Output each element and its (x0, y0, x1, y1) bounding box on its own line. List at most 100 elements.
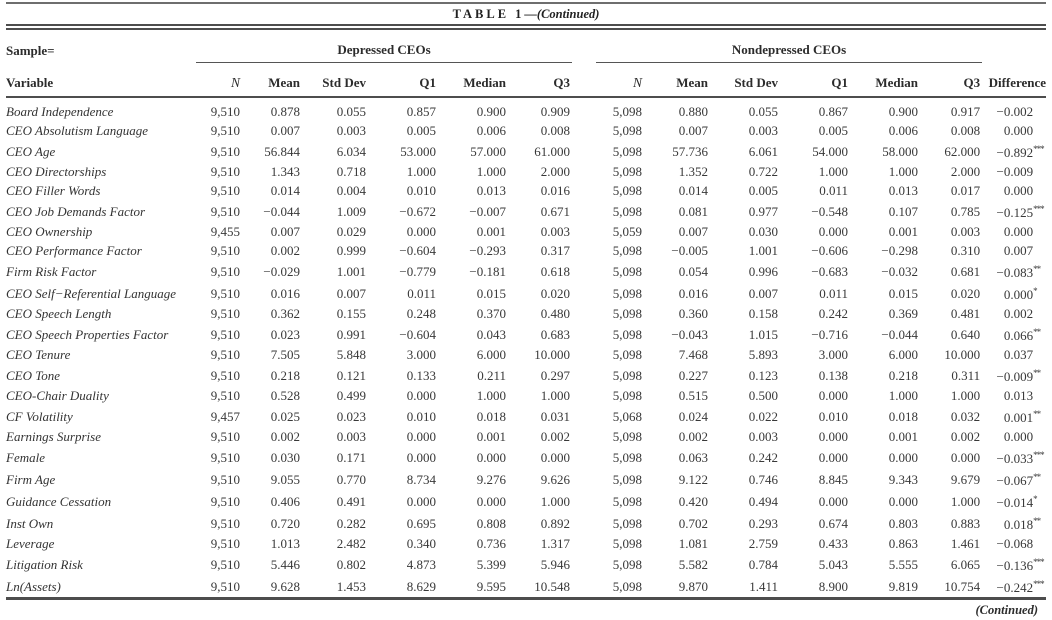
nondepressed-n: 5,098 (612, 515, 643, 531)
depressed-q1: −0.604 (399, 326, 436, 342)
column-spacer (572, 30, 596, 63)
nondepressed-median: 0.369 (888, 306, 919, 321)
nondepressed-n: 5,098 (612, 203, 643, 219)
table-row: Board Independence 9,510 0.878 0.055 0.857 0.… (6, 97, 1046, 121)
variable-name: CEO Tenure (6, 347, 71, 362)
depressed-n: 9,510 (210, 164, 240, 179)
nondepressed-n: 5,098 (612, 388, 643, 403)
nondepressed-q3: 1.000 (950, 388, 981, 403)
nondepressed-std-dev: 0.003 (748, 123, 779, 138)
table-row: CEO Speech Length 9,510 0.362 0.155 0.248 0.3… (6, 304, 1046, 323)
column-spacer (572, 446, 596, 468)
nondepressed-q1: 54.000 (812, 143, 849, 159)
col-header-n-depressed: N (196, 62, 242, 98)
depressed-q1: −0.604 (399, 243, 436, 258)
nondepressed-median: 5.555 (888, 556, 919, 572)
table-row: CEO Age 9,510 56.844 6.034 53.000 57.000 61.00… (6, 140, 1046, 162)
nondepressed-mean: 1.352 (678, 164, 709, 179)
depressed-mean: 0.030 (270, 449, 300, 465)
nondepressed-std-dev: 0.007 (748, 285, 779, 301)
depressed-median: 0.808 (476, 515, 506, 531)
column-spacer (572, 490, 596, 512)
depressed-n: 9,510 (210, 306, 240, 321)
variable-name: Inst Own (6, 515, 54, 531)
depressed-std-dev: 0.282 (336, 515, 366, 531)
depressed-q3: 0.892 (540, 515, 571, 531)
nondepressed-std-dev: 0.996 (748, 263, 779, 279)
nondepressed-q3: 0.481 (950, 306, 981, 321)
nondepressed-n: 5,068 (612, 408, 643, 424)
nondepressed-mean: 0.054 (678, 263, 709, 279)
depressed-n: 9,510 (210, 183, 240, 198)
depressed-mean: 0.362 (270, 306, 300, 321)
depressed-q1: 4.873 (406, 556, 436, 572)
nondepressed-mean: 7.468 (678, 347, 709, 362)
nondepressed-q3: 0.020 (950, 285, 981, 301)
depressed-mean: 0.025 (270, 408, 300, 424)
depressed-mean: 7.505 (270, 347, 300, 362)
column-spacer (572, 468, 596, 490)
nondepressed-q3: 1.461 (950, 536, 981, 551)
nondepressed-std-dev: 0.722 (748, 164, 779, 179)
depressed-q1: 0.000 (406, 449, 436, 465)
nondepressed-q1: −0.548 (811, 203, 849, 219)
nondepressed-n: 5,059 (612, 224, 643, 239)
depressed-mean: 0.878 (270, 104, 300, 119)
nondepressed-q1: −0.606 (811, 243, 849, 258)
depressed-q3: 9.626 (540, 471, 571, 487)
nondepressed-n: 5,098 (612, 449, 643, 465)
depressed-n: 9,510 (210, 263, 240, 279)
depressed-n: 9,510 (210, 347, 240, 362)
depressed-n: 9,510 (210, 429, 240, 444)
column-spacer (572, 386, 596, 405)
depressed-median: 5.399 (476, 556, 506, 572)
difference-value: 0.018** (1003, 516, 1041, 532)
variable-name: Guidance Cessation (6, 493, 112, 509)
table-row: CEO Directorships 9,510 1.343 0.718 1.000 1.0… (6, 162, 1046, 181)
table-row: Firm Age 9,510 9.055 0.770 8.734 9.276 9.626 5,… (6, 468, 1046, 490)
table-row: CEO Self−Referential Language 9,510 0.016 0… (6, 282, 1046, 304)
table-row: CEO Speech Properties Factor 9,510 0.023 0.… (6, 323, 1046, 345)
difference-value: 0.000 (1003, 183, 1034, 198)
table-row: CEO Tone 9,510 0.218 0.121 0.133 0.211 0.297 5,… (6, 364, 1046, 386)
depressed-mean: 0.218 (270, 367, 300, 383)
nondepressed-q1: 0.010 (818, 408, 849, 424)
nondepressed-median: 9.343 (888, 471, 919, 487)
nondepressed-q3: 0.311 (951, 367, 981, 383)
depressed-std-dev: 6.034 (336, 143, 366, 159)
sample-label: Sample= (6, 42, 55, 58)
nondepressed-std-dev: 0.030 (748, 224, 779, 239)
depressed-q1: 0.000 (406, 224, 436, 239)
difference-value: 0.007 (1003, 243, 1034, 258)
depressed-n: 9,510 (210, 515, 240, 531)
difference-value: 0.066** (1003, 327, 1041, 343)
variable-name: CF Volatility (6, 408, 73, 424)
nondepressed-q3: 0.032 (950, 408, 981, 424)
difference-value: −0.136*** (996, 557, 1045, 573)
col-header-std-dev-nondepressed: Std Dev (710, 62, 781, 98)
depressed-std-dev: 0.055 (336, 104, 366, 119)
depressed-q1: 0.000 (406, 429, 436, 444)
depressed-std-dev: 0.999 (336, 243, 366, 258)
nondepressed-n: 5,098 (612, 367, 643, 383)
depressed-q1: 0.857 (406, 104, 436, 119)
depressed-median: 6.000 (476, 347, 506, 362)
nondepressed-median: −0.044 (881, 326, 919, 342)
depressed-q3: 1.000 (540, 388, 571, 403)
nondepressed-q3: 0.917 (950, 104, 981, 119)
depressed-q3: 10.000 (534, 347, 571, 362)
nondepressed-q1: −0.683 (811, 263, 849, 279)
variable-name: Leverage (6, 536, 55, 551)
depressed-std-dev: 2.482 (336, 536, 366, 551)
depressed-q3: 0.002 (540, 429, 571, 444)
variable-name: CEO Directorships (6, 164, 107, 179)
nondepressed-std-dev: 0.003 (748, 429, 779, 444)
depressed-median: 0.001 (476, 224, 506, 239)
table-row: Litigation Risk 9,510 5.446 0.802 4.873 5.399… (6, 553, 1046, 575)
depressed-q1: 0.695 (406, 515, 436, 531)
stat-header-row: Variable N Mean Std Dev Q1 Median Q3 N Mean Std … (6, 62, 1047, 98)
depressed-mean: 56.844 (264, 143, 300, 159)
depressed-n: 9,510 (210, 388, 240, 403)
difference-value: −0.002 (996, 104, 1034, 119)
depressed-median: 0.013 (476, 183, 506, 198)
